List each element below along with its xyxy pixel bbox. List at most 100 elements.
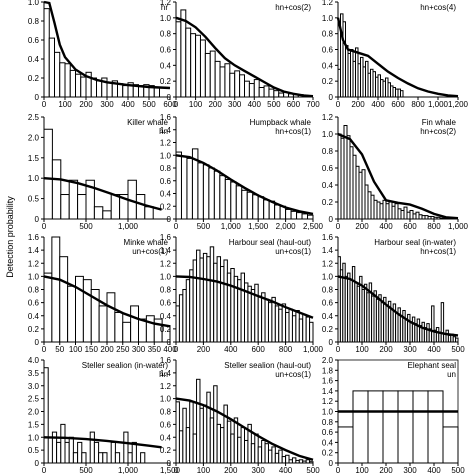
y-tick-label: 0.4 xyxy=(160,433,172,442)
model-label: un+cos(1) xyxy=(132,247,168,256)
histogram-bar xyxy=(192,259,198,343)
histogram-bar xyxy=(223,404,228,464)
x-tick-label: 300 xyxy=(403,466,417,474)
x-tick-label: 1,000 xyxy=(118,466,139,474)
histogram-bar xyxy=(258,87,265,98)
histogram-bar xyxy=(337,426,354,464)
model-label: hn+cos(2) xyxy=(275,3,311,12)
panel-11: 00.2 0.40.60.81.0 1.21.41.6 1.82.0 0 100 200 30… xyxy=(322,356,465,474)
histogram-bar xyxy=(285,311,290,343)
y-tick-label: 1.0 xyxy=(160,395,172,404)
y-tick-label: 1.2 xyxy=(322,259,334,268)
y-tick-label: 3.0 xyxy=(28,382,40,391)
y-tick-label: 0.8 xyxy=(160,30,172,39)
y-tick-label: 0.2 xyxy=(322,325,334,334)
panel-0: 0 0.2 0.4 0.6 0.8 1.0 0 100 200 300 400 500 600 hr xyxy=(28,0,177,109)
y-tick-label: 1.0 xyxy=(28,433,40,442)
fitted-detection-curve xyxy=(175,397,314,461)
x-tick-label: 1,500 xyxy=(160,466,181,474)
histogram-bar xyxy=(189,269,194,343)
panel-grid: 00.20.40.60.81.00 100 200 300 400 500 600hr00.… xyxy=(28,0,469,474)
y-tick-label: 0 xyxy=(167,459,172,468)
histogram-bar xyxy=(178,430,184,464)
histogram-bar xyxy=(250,289,256,343)
histogram-bar xyxy=(226,420,232,464)
histogram-bar xyxy=(412,390,429,464)
histogram-bar xyxy=(72,452,79,464)
histogram-bar xyxy=(182,407,187,464)
y-tick-label: 0.6 xyxy=(322,299,334,308)
y-tick-label: 0.6 xyxy=(28,299,40,308)
y-tick-label: 1.0 xyxy=(160,14,172,23)
x-tick-label: 1,000 xyxy=(118,222,139,231)
histogram-bar xyxy=(352,390,369,464)
x-tick-label: 400 xyxy=(163,345,177,354)
model-label: un xyxy=(447,370,456,379)
fitted-detection-curve xyxy=(175,275,314,319)
model-label: hn xyxy=(159,127,168,136)
histogram-bar xyxy=(114,452,121,464)
histogram-bar xyxy=(252,194,259,220)
y-tick-label: 0 xyxy=(329,459,334,468)
x-tick-label: 2,500 xyxy=(303,222,324,231)
x-tick-label: 500 xyxy=(451,345,465,354)
histogram-bar xyxy=(59,256,69,343)
x-tick-label: 400 xyxy=(427,345,441,354)
y-tick-label: 1.4 xyxy=(322,246,334,255)
histogram-bar xyxy=(382,390,399,464)
histogram-bar xyxy=(291,457,297,464)
histogram-bar xyxy=(254,433,259,464)
histogram-bar xyxy=(93,206,104,220)
x-tick-label: 500 xyxy=(142,100,156,109)
fitted-detection-curve xyxy=(337,275,459,337)
histogram-bar xyxy=(230,268,235,343)
histogram-bar xyxy=(226,272,232,343)
histogram-bar xyxy=(224,63,231,98)
model-label: hn+cos(1) xyxy=(275,127,311,136)
y-tick-label: 0.8 xyxy=(160,164,172,173)
y-tick-label: 1.4 xyxy=(160,246,172,255)
y-tick-label: 2.0 xyxy=(28,133,40,142)
y-tick-label: 0.2 xyxy=(322,198,334,207)
y-tick-label: 0.5 xyxy=(28,446,40,455)
species-label: Harbour seal (in-water) xyxy=(374,238,456,247)
x-tick-label: 600 xyxy=(403,222,417,231)
histogram-bar xyxy=(244,439,249,464)
y-tick-label: 1.2 xyxy=(28,259,40,268)
x-tick-label: 1,000 xyxy=(428,100,449,109)
histogram-bar xyxy=(301,213,309,220)
y-tick-label: 1.4 xyxy=(160,126,172,135)
panel-6: 0 0.2 0.4 0.6 0.8 1.0 1.2 1.4 1.6 0 50 100 150 200 250… xyxy=(28,233,177,354)
y-tick-label: 0.4 xyxy=(28,312,40,321)
histogram-bar xyxy=(131,441,137,464)
histogram-bar xyxy=(281,303,287,343)
x-tick-label: 200 xyxy=(379,345,393,354)
panel-5: 0 0.2 0.4 0.6 0.8 1.0 1.2 0 200 400 600 800 1,000 Fin… xyxy=(322,113,469,231)
histogram-bar xyxy=(264,443,269,464)
histogram-bar xyxy=(397,390,414,464)
histogram-bar xyxy=(271,296,276,343)
y-tick-label: 0.2 xyxy=(160,202,172,211)
histogram-bar xyxy=(67,285,76,343)
histogram-bar xyxy=(216,423,222,464)
y-tick-label: 0.6 xyxy=(322,164,334,173)
x-tick-label: 700 xyxy=(306,100,320,109)
histogram-bar xyxy=(240,427,245,464)
histogram-bar xyxy=(98,305,108,343)
panel-10: 0 0.2 0.4 0.6 0.8 1.0 1.2 1.4 1.6 0 100 200 300 400 50… xyxy=(160,356,320,474)
histogram-bar xyxy=(110,441,116,464)
x-tick-label: 1,500 xyxy=(248,222,269,231)
x-tick-label: 400 xyxy=(371,100,385,109)
histogram-bar xyxy=(43,367,49,464)
histogram-bar xyxy=(223,259,228,343)
histogram-bar xyxy=(273,90,280,98)
histogram-bar xyxy=(240,272,245,343)
histogram-bar xyxy=(189,401,194,464)
y-tick-label: 1.0 xyxy=(28,174,40,183)
y-tick-label: 1.0 xyxy=(322,130,334,139)
histogram-bar xyxy=(235,185,243,220)
x-tick-label: 0 xyxy=(174,222,179,231)
histogram-bar xyxy=(60,194,70,220)
y-tick-label: 0.4 xyxy=(322,438,334,447)
y-tick-label: 1.5 xyxy=(28,154,40,163)
